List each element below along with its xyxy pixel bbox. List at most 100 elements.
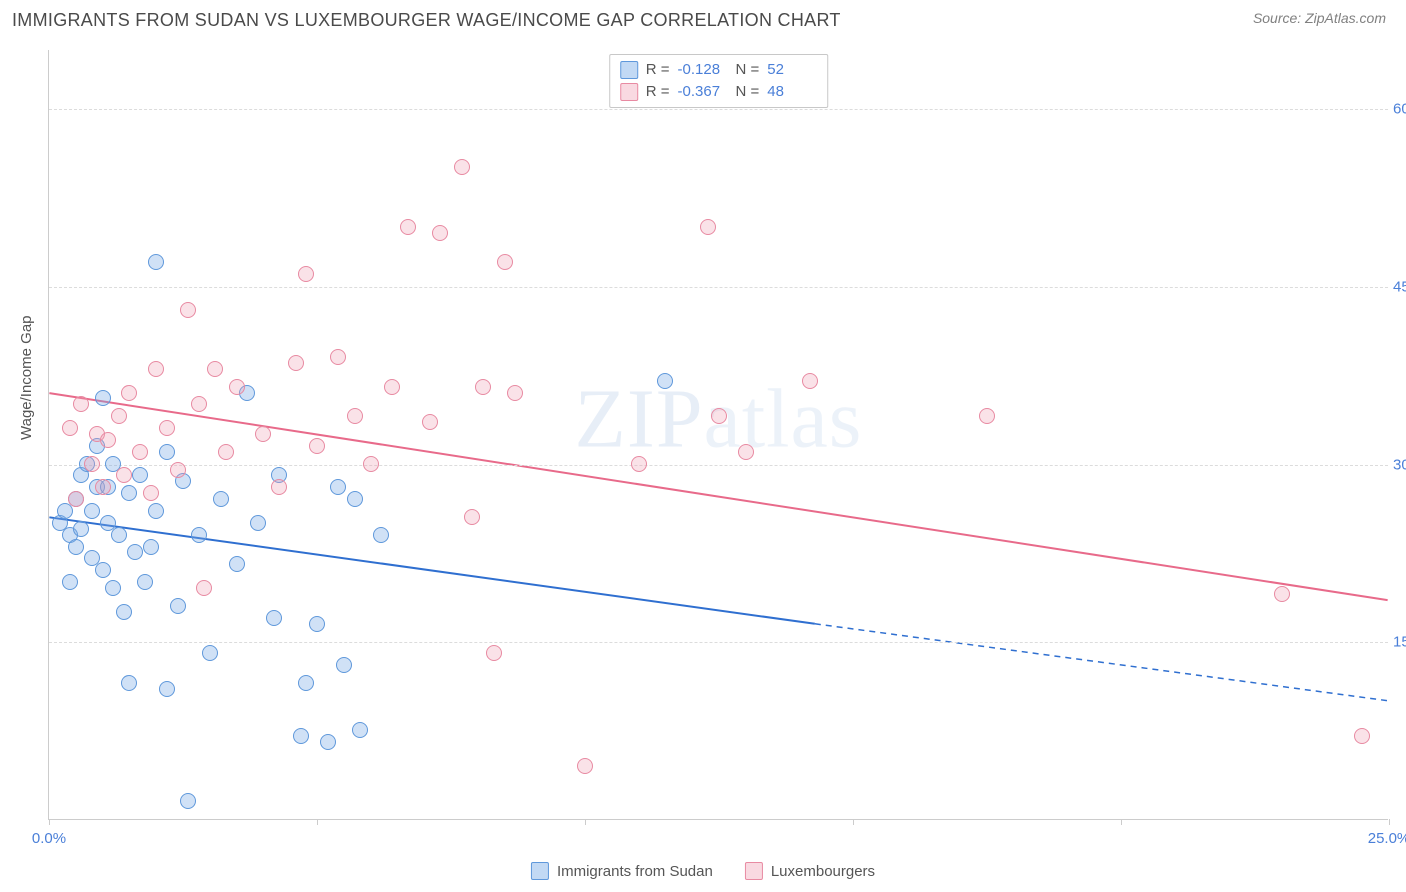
data-point — [229, 379, 245, 395]
legend-row-a: R = -0.128 N = 52 — [620, 59, 818, 81]
data-point — [121, 675, 137, 691]
x-tick-mark — [853, 819, 854, 825]
chart-title: IMMIGRANTS FROM SUDAN VS LUXEMBOURGER WA… — [12, 10, 841, 31]
y-axis-label: Wage/Income Gap — [18, 315, 35, 440]
data-point — [298, 266, 314, 282]
n-value-a: 52 — [767, 59, 817, 81]
data-point — [73, 521, 89, 537]
r-value-b: -0.367 — [678, 81, 728, 103]
data-point — [347, 491, 363, 507]
y-tick-label: 15.0% — [1393, 634, 1406, 651]
data-point — [422, 414, 438, 430]
data-point — [229, 556, 245, 572]
data-point — [116, 467, 132, 483]
data-point — [298, 675, 314, 691]
data-point — [143, 539, 159, 555]
swatch-b-icon — [620, 83, 638, 101]
data-point — [100, 432, 116, 448]
data-point — [121, 485, 137, 501]
data-point — [116, 604, 132, 620]
n-value-b: 48 — [767, 81, 817, 103]
data-point — [271, 479, 287, 495]
watermark-thin: atlas — [704, 373, 863, 466]
data-point — [191, 527, 207, 543]
watermark-bold: ZIP — [575, 373, 704, 466]
data-point — [711, 408, 727, 424]
gridline — [49, 642, 1388, 643]
data-point — [352, 722, 368, 738]
data-point — [384, 379, 400, 395]
data-point — [121, 385, 137, 401]
data-point — [111, 408, 127, 424]
data-point — [293, 728, 309, 744]
r-label: R = — [646, 59, 670, 81]
r-label: R = — [646, 81, 670, 103]
legend-item-b: Luxembourgers — [745, 862, 875, 880]
legend-label-a: Immigrants from Sudan — [557, 863, 713, 880]
data-point — [105, 580, 121, 596]
data-point — [95, 390, 111, 406]
data-point — [180, 302, 196, 318]
x-tick-mark — [1389, 819, 1390, 825]
y-tick-label: 45.0% — [1393, 278, 1406, 295]
legend-item-a: Immigrants from Sudan — [531, 862, 713, 880]
data-point — [979, 408, 995, 424]
data-point — [657, 373, 673, 389]
data-point — [400, 219, 416, 235]
swatch-a-icon — [620, 61, 638, 79]
data-point — [475, 379, 491, 395]
data-point — [137, 574, 153, 590]
legend-row-b: R = -0.367 N = 48 — [620, 81, 818, 103]
data-point — [373, 527, 389, 543]
x-tick-mark — [1121, 819, 1122, 825]
legend-label-b: Luxembourgers — [771, 863, 875, 880]
data-point — [464, 509, 480, 525]
r-value-a: -0.128 — [678, 59, 728, 81]
data-point — [309, 616, 325, 632]
data-point — [148, 361, 164, 377]
data-point — [148, 503, 164, 519]
gridline — [49, 287, 1388, 288]
data-point — [631, 456, 647, 472]
data-point — [68, 539, 84, 555]
correlation-legend: R = -0.128 N = 52 R = -0.367 N = 48 — [609, 54, 829, 108]
data-point — [196, 580, 212, 596]
data-point — [148, 254, 164, 270]
data-point — [738, 444, 754, 460]
data-point — [1274, 586, 1290, 602]
data-point — [363, 456, 379, 472]
data-point — [255, 426, 271, 442]
data-point — [159, 444, 175, 460]
data-point — [700, 219, 716, 235]
x-tick-mark — [49, 819, 50, 825]
data-point — [213, 491, 229, 507]
data-point — [111, 527, 127, 543]
gridline — [49, 109, 1388, 110]
data-point — [143, 485, 159, 501]
data-point — [62, 574, 78, 590]
data-point — [432, 225, 448, 241]
data-point — [454, 159, 470, 175]
swatch-a-icon — [531, 862, 549, 880]
data-point — [288, 355, 304, 371]
data-point — [330, 479, 346, 495]
data-point — [266, 610, 282, 626]
source-credit: Source: ZipAtlas.com — [1253, 10, 1386, 26]
x-tick-mark — [585, 819, 586, 825]
data-point — [84, 503, 100, 519]
data-point — [170, 598, 186, 614]
data-point — [180, 793, 196, 809]
data-point — [250, 515, 266, 531]
scatter-chart: ZIPatlas R = -0.128 N = 52 R = -0.367 N … — [48, 50, 1388, 820]
data-point — [497, 254, 513, 270]
data-point — [95, 479, 111, 495]
data-point — [127, 544, 143, 560]
data-point — [159, 420, 175, 436]
x-tick-label: 25.0% — [1368, 830, 1406, 847]
data-point — [191, 396, 207, 412]
data-point — [1354, 728, 1370, 744]
data-point — [336, 657, 352, 673]
data-point — [486, 645, 502, 661]
data-point — [309, 438, 325, 454]
data-point — [218, 444, 234, 460]
